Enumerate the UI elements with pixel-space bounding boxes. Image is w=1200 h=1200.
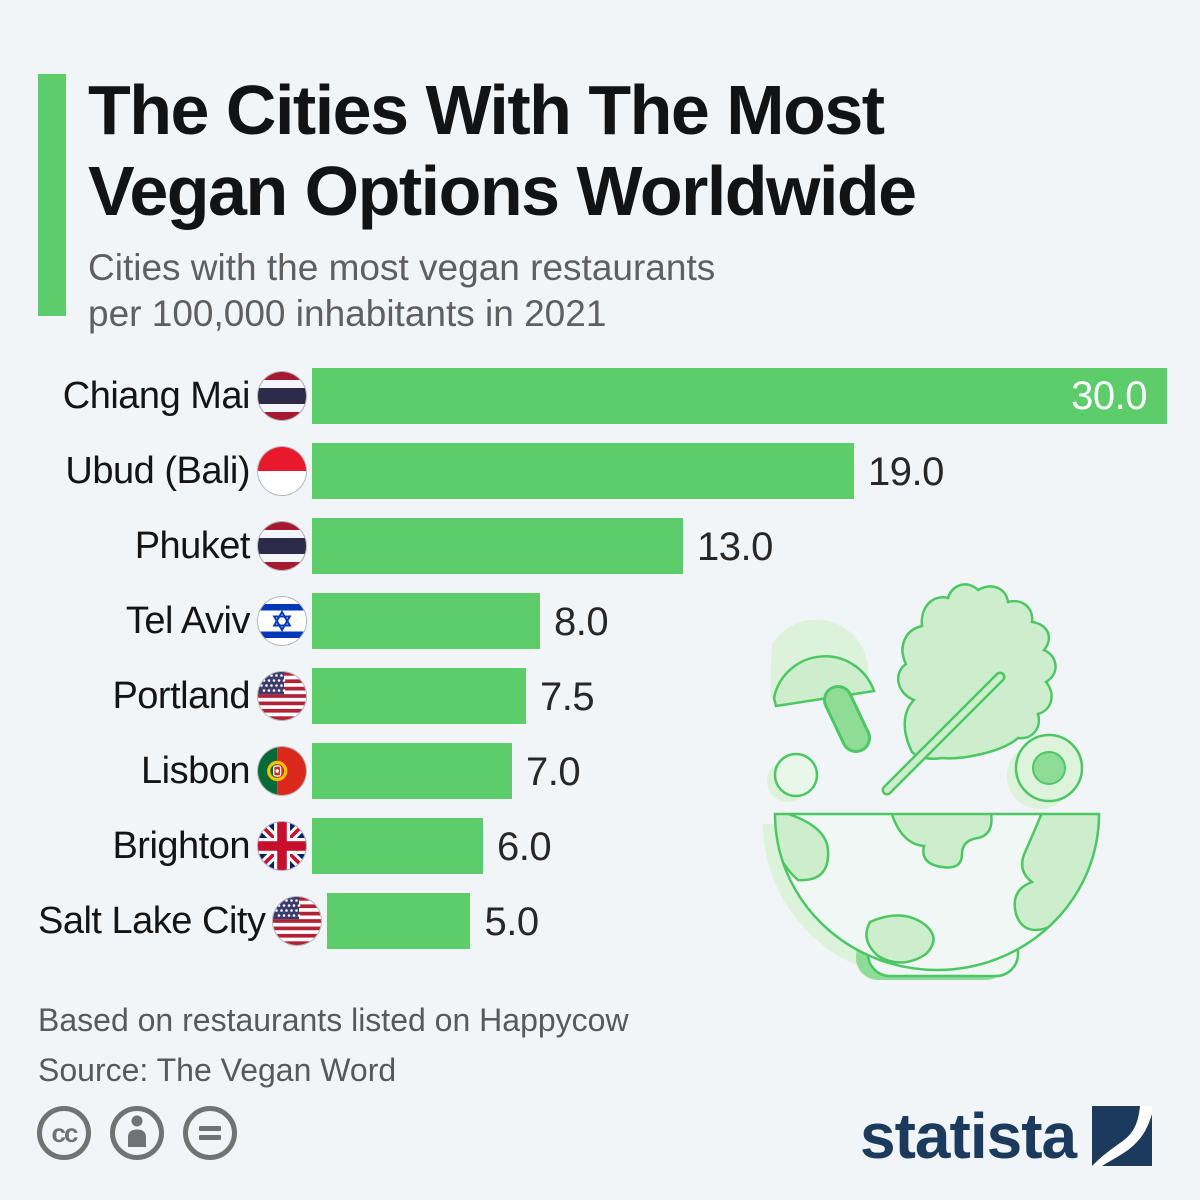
bar-label: Tel Aviv [125, 599, 251, 642]
bar [312, 743, 512, 799]
usa-flag-icon [258, 672, 306, 720]
bar-track: 5.0 [327, 893, 1168, 949]
statista-logo: statista [860, 1098, 1166, 1172]
bar-label: Chiang Mai [62, 374, 251, 417]
bar-track: 30.0 [312, 368, 1168, 424]
portugal-flag-icon [258, 747, 306, 795]
bar-value: 8.0 [554, 600, 609, 644]
title-accent-bar [38, 74, 66, 316]
pea-icon [773, 752, 819, 798]
bar [327, 893, 471, 949]
bar-row: Tel Aviv 8.0 [38, 593, 1168, 649]
israel-flag-icon [258, 597, 306, 645]
bar [312, 518, 683, 574]
bar-track: 6.0 [312, 818, 1168, 874]
bar-value: 13.0 [697, 525, 773, 569]
bar-label: Salt Lake City [38, 899, 266, 942]
bar-label: Lisbon [141, 749, 250, 792]
bar-label: Brighton [112, 824, 250, 867]
bar-track: 8.0 [312, 593, 1168, 649]
bar-track: 7.0 [312, 743, 1168, 799]
attribution-icon [110, 1106, 164, 1160]
olive-icon [1014, 733, 1084, 803]
bar-row: Chiang Mai 30.0 [38, 368, 1168, 424]
bar-label: Phuket [134, 524, 251, 567]
leaf-icon [881, 583, 1057, 796]
chart-title: The Cities With The Most Vegan Options W… [88, 71, 917, 230]
bar-value: 6.0 [497, 825, 552, 869]
bar-track: 19.0 [312, 443, 1168, 499]
bar-row: Phuket 13.0 [38, 518, 1168, 574]
earth-bowl-icon [773, 812, 1101, 972]
bar-track: 7.5 [312, 668, 1168, 724]
license-icons: cc [35, 1104, 239, 1162]
bar-row: Lisbon 7.0 [38, 743, 1168, 799]
bar-chart: Chiang Mai 30.0 Ubud (Bali) 19.0 Phuket … [38, 368, 1168, 968]
bar-track: 13.0 [312, 518, 1168, 574]
usa-flag-icon [273, 897, 322, 945]
bar-row: Brighton 6.0 [38, 818, 1168, 874]
bar-label: Ubud (Bali) [65, 449, 250, 492]
bar [312, 593, 540, 649]
bar [312, 668, 526, 724]
thailand-flag-icon [258, 522, 306, 570]
bar [312, 443, 854, 499]
footer-notes: Based on restaurants listed on Happycow … [38, 995, 629, 1095]
indonesia-flag-icon [258, 447, 306, 495]
svg-text:cc: cc [52, 1118, 78, 1148]
statista-mark-icon [1092, 1106, 1153, 1166]
bar [312, 818, 483, 874]
bar-row: Salt Lake City 5.0 [38, 893, 1168, 949]
united-kingdom-flag-icon [258, 822, 306, 870]
header: The Cities With The Most Vegan Options W… [38, 70, 1158, 337]
cc-icon: cc [37, 1106, 91, 1160]
mushroom-icon [772, 655, 876, 753]
bar-row: Ubud (Bali) 19.0 [38, 443, 1168, 499]
bar-row: Portland 7.5 [38, 668, 1168, 724]
thailand-flag-icon [258, 372, 306, 420]
bar-value: 19.0 [868, 450, 944, 494]
chart-subtitle: Cities with the most vegan restaurants p… [88, 247, 716, 334]
footnote: Based on restaurants listed on Happycow [38, 1002, 629, 1038]
bar-value: 30.0 [1071, 374, 1147, 418]
no-derivatives-icon [183, 1106, 237, 1160]
statista-wordmark: statista [860, 1100, 1077, 1172]
bar-label: Portland [112, 674, 250, 717]
bar-value: 7.5 [540, 675, 595, 719]
bar-value: 5.0 [484, 900, 539, 944]
bar-value: 7.0 [526, 750, 581, 794]
vegan-earth-salad-bowl-illustration [752, 582, 1116, 996]
source-line: Source: The Vegan Word [38, 1052, 397, 1088]
bar [312, 368, 1167, 424]
